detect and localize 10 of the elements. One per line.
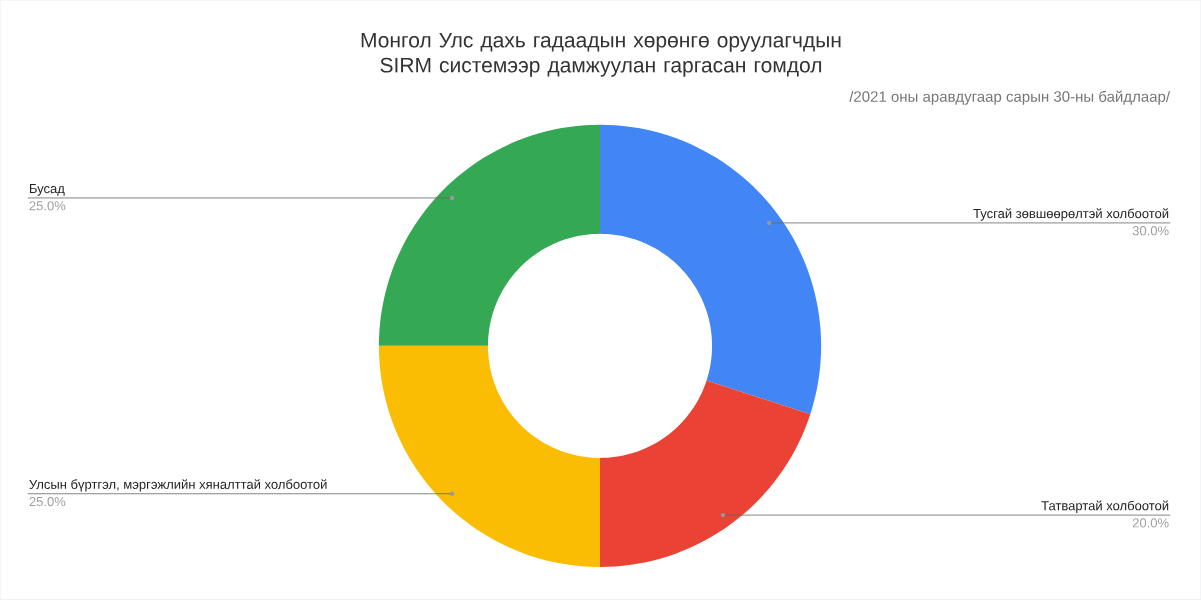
slice-label: Улсын бүртгэл, мэргэжлийн хяналттай холбоотой (29, 479, 327, 492)
slice-label: Татвартай холбоотой (1041, 500, 1169, 514)
data-label: 25.0% (29, 201, 66, 211)
slice-label: Бусад (29, 184, 65, 196)
data-label: 20.0% (1132, 518, 1169, 528)
slice-label: Тусгай зөвшөөрөлтэй холбоотой (973, 208, 1169, 221)
chart-subtitle: /2021 оны аравдугаар сарын 30-ны байдлаар/ (849, 90, 1171, 106)
data-label: 30.0% (1132, 226, 1169, 236)
chart-title: Монгол Улс дахь гадаадын хөрөнгө оруулагчдын SIRM системээр дамжуулан гаргасан гомдол (361, 33, 841, 77)
data-label: 25.0% (29, 497, 66, 507)
